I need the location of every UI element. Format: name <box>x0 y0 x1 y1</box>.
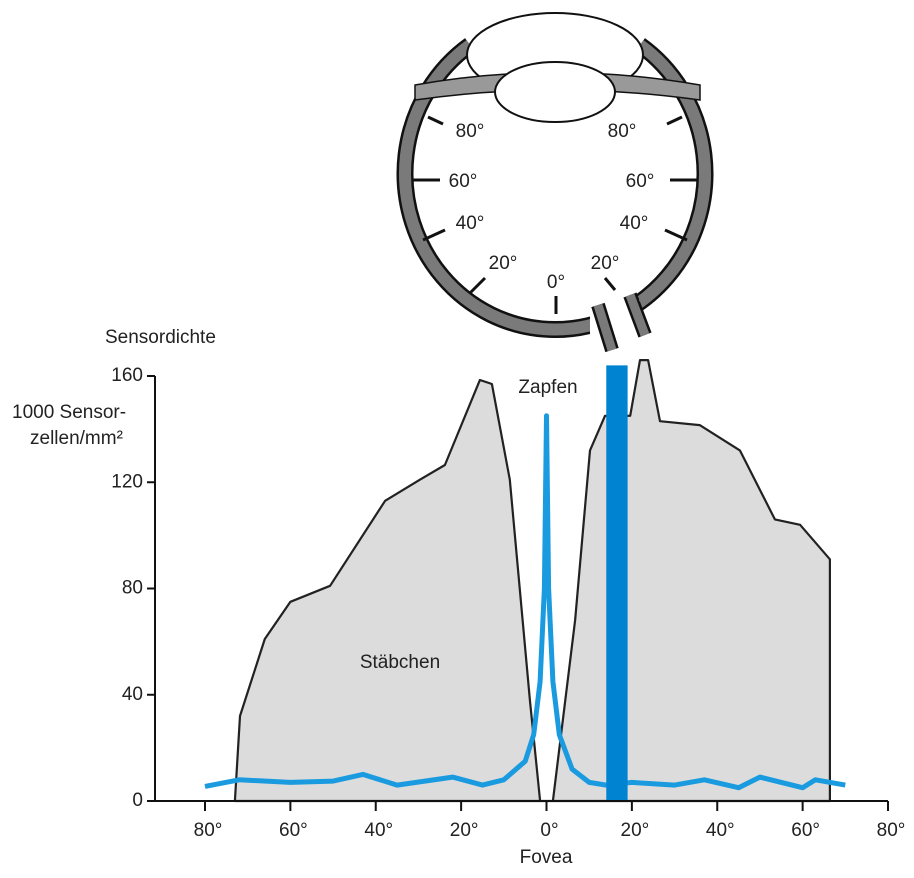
eye-label: 0° <box>547 272 565 293</box>
series-label: Stäbchen <box>360 652 440 673</box>
x-tick-label: 40° <box>706 820 735 841</box>
y-label: zellen/mm² <box>30 428 123 449</box>
eye-diagram: 80° 60° 40° 20° 0° 20° 40° 60° 80° <box>405 13 705 350</box>
x-tick-label: 80° <box>194 820 223 841</box>
y-tick-label: 0 <box>132 790 143 811</box>
eye-label: 40° <box>620 213 649 234</box>
blind-spot <box>606 365 627 801</box>
chart: 80° 60° 40° 20° 0° 20° 40° 60° 80° Senso… <box>0 0 914 873</box>
x-tick-label: 60° <box>279 820 308 841</box>
y-tick-label: 80 <box>122 578 143 599</box>
series-label: Zapfen <box>518 377 577 398</box>
x-tick-label: 40° <box>364 820 393 841</box>
y-tick-label: 120 <box>111 471 143 492</box>
eye-label: 40° <box>456 213 485 234</box>
eye-label: 20° <box>489 253 518 274</box>
x-tick-label: 20° <box>621 820 650 841</box>
x-tick-label: 20° <box>450 820 479 841</box>
eye-label: 60° <box>449 171 478 192</box>
x-tick-label: 0° <box>540 820 558 841</box>
y-label: 1000 Sensor- <box>12 402 126 423</box>
x-tick-label: 80° <box>877 820 906 841</box>
eye-label: 60° <box>626 171 655 192</box>
eye-label: 20° <box>591 253 620 274</box>
y-tick-label: 160 <box>111 365 143 386</box>
y-tick-label: 40 <box>122 684 143 705</box>
x-tick-label: 60° <box>791 820 820 841</box>
y-title: Sensordichte <box>105 327 216 348</box>
eye-label: 80° <box>456 121 485 142</box>
x-label: Fovea <box>520 847 573 868</box>
eye-label: 80° <box>608 121 637 142</box>
